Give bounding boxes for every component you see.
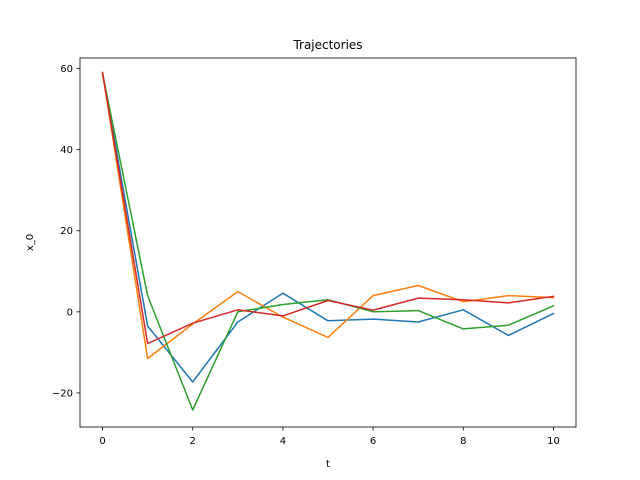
- y-tick-label: 0: [67, 307, 73, 318]
- series-layer: [101, 71, 555, 411]
- y-tick-label: −20: [52, 388, 73, 399]
- plot-frame: [79, 57, 577, 428]
- y-axis-ticks: −20 0 20 40 60: [52, 64, 80, 399]
- y-tick-label: 60: [60, 64, 73, 75]
- x-tick-label: 8: [460, 436, 466, 447]
- y-tick-label: 40: [60, 145, 73, 156]
- x-tick-label: 2: [190, 436, 196, 447]
- x-tick-label: 4: [280, 436, 286, 447]
- series-line-2: [101, 71, 555, 360]
- y-axis-label: x_0: [25, 234, 36, 251]
- series-line-1: [101, 71, 555, 383]
- x-axis-label: t: [326, 459, 330, 470]
- x-tick-label: 10: [547, 436, 560, 447]
- chart-title: Trajectories: [292, 38, 362, 52]
- x-axis-ticks: 0 2 4 6 8 10: [99, 427, 560, 447]
- y-tick-label: 20: [60, 226, 73, 237]
- x-tick-label: 6: [370, 436, 376, 447]
- series-line-4: [101, 71, 555, 345]
- series-line-3: [101, 72, 555, 411]
- x-tick-label: 0: [99, 436, 105, 447]
